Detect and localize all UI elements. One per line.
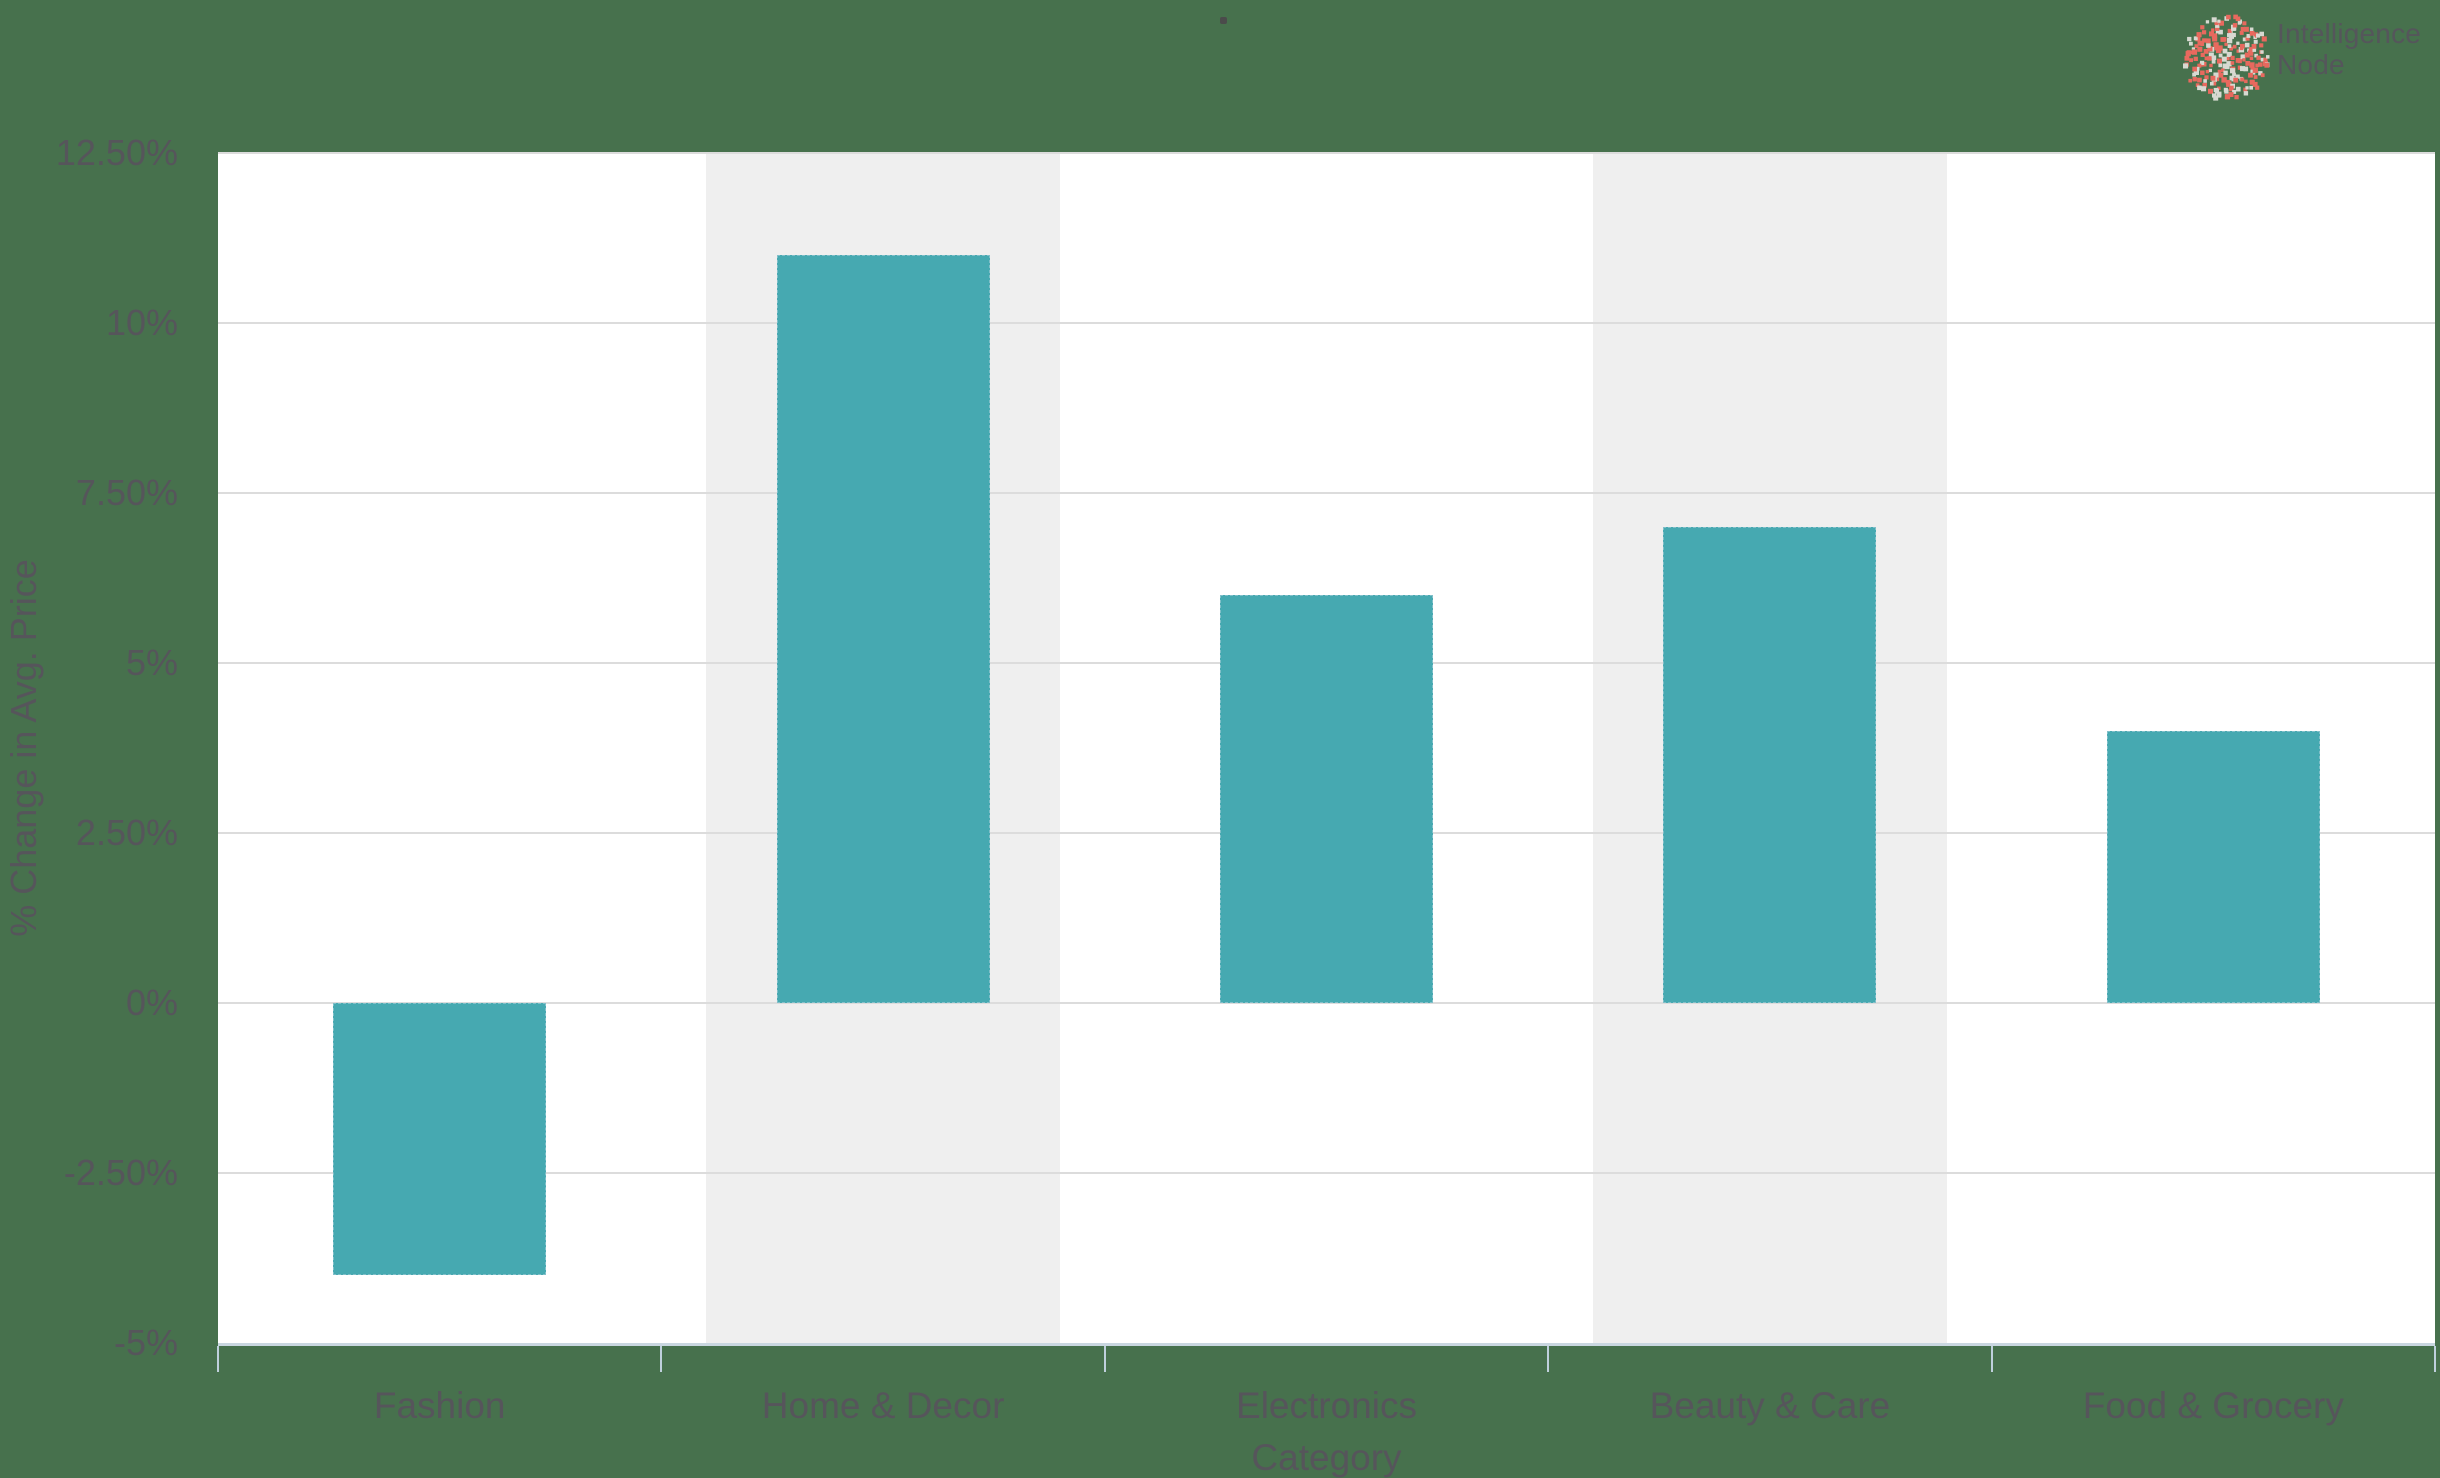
x-axis-category-label: Fashion (373, 1385, 506, 1426)
x-axis-tick (660, 1346, 663, 1372)
y-axis-tick-label: 2.50% (75, 812, 178, 853)
x-axis-category-label: Home & Decor (761, 1385, 1005, 1426)
y-gridline (218, 1172, 2435, 1174)
y-axis-tick-label: 10% (105, 302, 178, 343)
x-axis-category-label: Food & Grocery (2082, 1385, 2344, 1426)
x-axis-tick (1547, 1346, 1550, 1372)
bar-fashion[interactable] (333, 1003, 547, 1275)
x-axis-tick (2434, 1346, 2436, 1372)
x-axis-tick (217, 1346, 219, 1372)
y-axis-tick-label: 5% (125, 642, 178, 683)
x-axis-tick (1103, 1346, 1106, 1372)
logo-text-line2: Node (2277, 49, 2345, 80)
y-gridline (218, 1002, 2435, 1004)
y-gridline (218, 152, 2435, 154)
logo-globe-icon (2183, 14, 2270, 101)
y-gridline (218, 322, 2435, 324)
y-axis-tick-label: 12.50% (55, 132, 178, 173)
y-gridline (218, 492, 2435, 494)
logo-text-line1: Intelligence (2277, 18, 2422, 49)
top-center-dot (1220, 17, 1227, 24)
bar-beauty-care[interactable] (1663, 527, 1877, 1003)
bar-electronics[interactable] (1220, 595, 1433, 1003)
x-axis-tick (1990, 1346, 1993, 1372)
x-axis-category-label: Electronics (1236, 1385, 1417, 1426)
bar-food-grocery[interactable] (2106, 731, 2320, 1003)
plot-area (218, 152, 2435, 1343)
intelligence-node-logo: Intelligence Node (2181, 8, 2440, 116)
x-axis-line (218, 1343, 2435, 1346)
y-axis-tick-label: -5% (113, 1322, 178, 1363)
bar-home-decor[interactable] (776, 255, 990, 1003)
logo-text: Intelligence Node (2277, 18, 2421, 80)
x-axis-category-label: Beauty & Care (1649, 1385, 1891, 1426)
y-axis-tick-label: 0% (125, 982, 178, 1023)
y-axis-tick-label: 7.50% (75, 472, 178, 513)
y-axis-title: % Change in Avg. Price (3, 559, 44, 937)
y-axis-tick-label: -2.50% (63, 1152, 178, 1193)
x-axis-title: Category (1251, 1437, 1402, 1478)
